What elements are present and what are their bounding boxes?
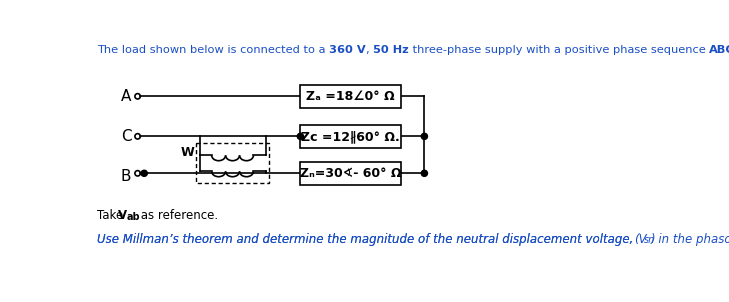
Text: W: W	[181, 146, 194, 159]
Text: 360 V: 360 V	[330, 45, 366, 55]
Circle shape	[421, 133, 427, 140]
Text: V: V	[117, 210, 127, 223]
Text: The load shown below is connected to a: The load shown below is connected to a	[98, 45, 330, 55]
Text: ) in the phasor form.: ) in the phasor form.	[651, 233, 729, 246]
Text: Zₙ=30∢- 60° Ω: Zₙ=30∢- 60° Ω	[300, 167, 402, 180]
Circle shape	[421, 170, 427, 176]
Text: ABC: ABC	[709, 45, 729, 55]
Text: ,: ,	[366, 45, 373, 55]
Text: B: B	[121, 169, 131, 184]
Text: ab: ab	[127, 212, 140, 222]
Circle shape	[297, 133, 303, 140]
Text: (V: (V	[634, 233, 647, 246]
Text: Zₐ =18∠0° Ω: Zₐ =18∠0° Ω	[306, 90, 395, 103]
Text: Use Millman’s theorem and determine the magnitude of the neutral displacement vo: Use Millman’s theorem and determine the …	[98, 233, 634, 246]
Text: sn: sn	[644, 235, 655, 245]
FancyBboxPatch shape	[300, 85, 401, 108]
Text: 50 Hz: 50 Hz	[373, 45, 409, 55]
Text: Take: Take	[98, 210, 128, 223]
Text: Zᴄ =12∦60° Ω.: Zᴄ =12∦60° Ω.	[301, 130, 400, 143]
Text: Use Millman’s theorem and determine the magnitude of the neutral displacement vo: Use Millman’s theorem and determine the …	[98, 233, 634, 246]
Text: three-phase supply with a positive phase sequence: three-phase supply with a positive phase…	[409, 45, 709, 55]
Text: C: C	[121, 129, 131, 144]
Circle shape	[141, 170, 147, 176]
Text: as reference.: as reference.	[136, 210, 218, 223]
FancyBboxPatch shape	[300, 125, 401, 148]
Text: A: A	[121, 89, 131, 104]
FancyBboxPatch shape	[300, 162, 401, 185]
